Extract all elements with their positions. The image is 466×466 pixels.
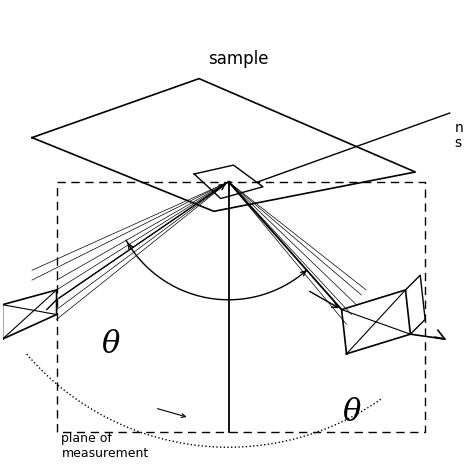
- Text: s: s: [455, 136, 462, 150]
- Text: n: n: [455, 121, 463, 135]
- Text: θ: θ: [342, 397, 361, 428]
- Text: θ: θ: [102, 329, 120, 359]
- Text: plane of
measurement: plane of measurement: [62, 432, 149, 460]
- Text: sample: sample: [208, 50, 268, 68]
